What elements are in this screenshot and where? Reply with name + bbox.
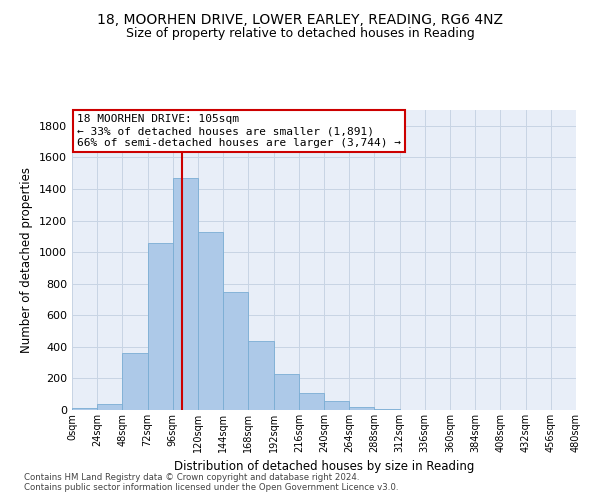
Y-axis label: Number of detached properties: Number of detached properties <box>20 167 34 353</box>
Bar <box>248 340 274 410</box>
Text: Contains public sector information licensed under the Open Government Licence v3: Contains public sector information licen… <box>24 484 398 492</box>
Bar <box>274 374 299 410</box>
Bar <box>122 353 148 410</box>
X-axis label: Distribution of detached houses by size in Reading: Distribution of detached houses by size … <box>174 460 474 473</box>
Bar <box>198 232 223 410</box>
Bar <box>72 408 97 410</box>
Bar <box>299 392 324 410</box>
Text: Size of property relative to detached houses in Reading: Size of property relative to detached ho… <box>125 28 475 40</box>
Bar <box>223 292 248 410</box>
Bar <box>349 407 374 410</box>
Bar <box>374 409 400 410</box>
Text: Contains HM Land Registry data © Crown copyright and database right 2024.: Contains HM Land Registry data © Crown c… <box>24 472 359 482</box>
Text: 18, MOORHEN DRIVE, LOWER EARLEY, READING, RG6 4NZ: 18, MOORHEN DRIVE, LOWER EARLEY, READING… <box>97 12 503 26</box>
Bar <box>97 404 122 410</box>
Text: 18 MOORHEN DRIVE: 105sqm
← 33% of detached houses are smaller (1,891)
66% of sem: 18 MOORHEN DRIVE: 105sqm ← 33% of detach… <box>77 114 401 148</box>
Bar <box>324 402 349 410</box>
Bar <box>148 242 173 410</box>
Bar <box>173 178 198 410</box>
